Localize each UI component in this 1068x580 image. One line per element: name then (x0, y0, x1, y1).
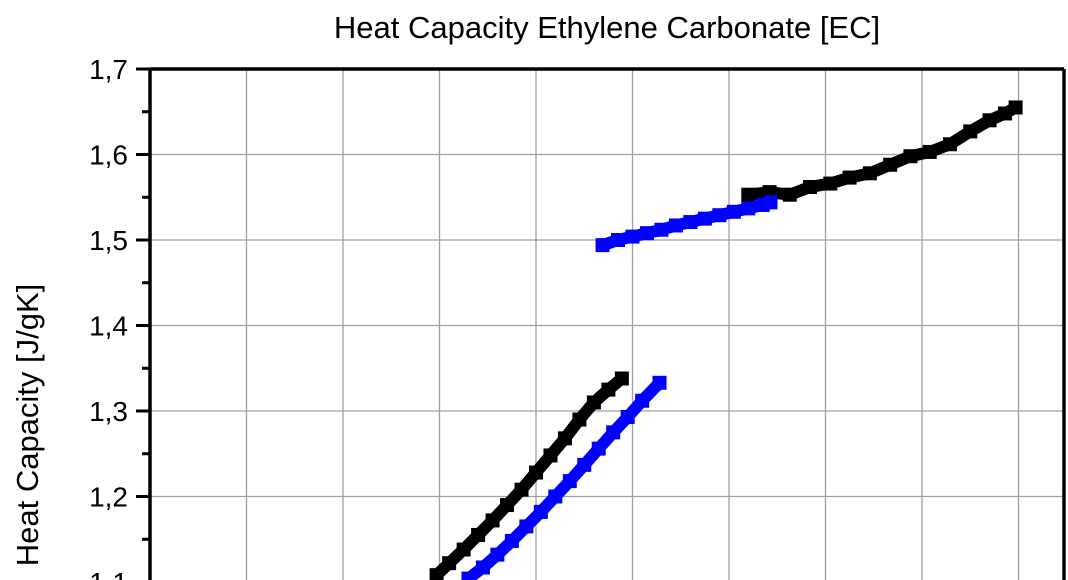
blue-upper-point (611, 233, 626, 247)
blue-upper-point (763, 195, 778, 210)
blue-upper-point (625, 229, 640, 244)
blue-lower-point (591, 441, 606, 456)
black-lower-point (614, 371, 629, 386)
black-lower-point (485, 513, 500, 528)
black-lower-point (601, 382, 616, 397)
blue-lower-point (620, 409, 635, 424)
blue-lower-point (490, 547, 505, 562)
black-upper-point (997, 106, 1012, 121)
y-tick-label: 1,3 (89, 396, 128, 427)
y-tick-label: 1,5 (89, 225, 128, 256)
y-axis-label: Heat Capacity [J/gK] (10, 284, 45, 567)
blue-lower-point (652, 375, 667, 390)
black-lower-point (514, 482, 529, 497)
blue-lower-point (475, 560, 490, 575)
blue-lower-point (548, 489, 563, 504)
black-lower-point (456, 542, 471, 557)
blue-upper-point (654, 222, 669, 237)
black-upper-point (883, 157, 898, 172)
data-series (429, 100, 1023, 580)
blue-upper-point (639, 226, 654, 241)
black-upper-point (963, 124, 978, 139)
blue-lower-point (606, 425, 621, 440)
blue-lower-point (577, 457, 592, 472)
black-lower-point (586, 395, 601, 410)
black-upper-point (782, 187, 797, 202)
blue-lower-point (533, 504, 548, 519)
black-upper-point (842, 170, 857, 185)
black-lower-point (500, 498, 515, 513)
blue-upper-point (697, 211, 712, 226)
blue-lower-point (519, 519, 534, 534)
black-lower-point (529, 465, 543, 480)
black-upper-point (903, 149, 918, 164)
y-tick-labels: 1,1 1,2 1,3 1,4 1,5 1,6 1,7 (89, 54, 128, 580)
blue-lower-point (461, 571, 476, 580)
y-tick-label: 1,6 (89, 140, 128, 171)
blue-upper-point (683, 215, 698, 230)
blue-upper-point (712, 208, 727, 223)
black-upper-point (823, 176, 838, 191)
blue-upper-point (741, 201, 756, 216)
blue-lower-point (504, 533, 519, 548)
black-upper-point (1008, 100, 1023, 115)
black-upper-point (741, 187, 756, 202)
black-upper-point (803, 179, 818, 194)
y-tick-label: 1,1 (89, 567, 128, 580)
black-lower-point (429, 568, 444, 580)
black-lower-point (572, 412, 587, 427)
blue-upper-point (726, 204, 741, 219)
black-lower-point (543, 448, 558, 463)
chart-title: Heat Capacity Ethylene Carbonate [EC] (334, 10, 880, 45)
black-upper-point (982, 113, 997, 128)
black-upper-point (922, 144, 937, 159)
black-upper-point (862, 166, 877, 181)
blue-lower-point (562, 474, 577, 489)
axes (136, 67, 1066, 580)
blue-upper-point (595, 238, 610, 253)
black-upper-line (747, 102, 1019, 201)
blue-lower-point (635, 393, 650, 408)
y-tick-label: 1,7 (89, 54, 128, 85)
blue-upper-point (668, 218, 683, 233)
y-tick-label: 1,4 (89, 311, 128, 342)
black-lower-point (557, 431, 572, 446)
black-lower-point (442, 556, 457, 571)
black-upper-point (942, 137, 957, 152)
y-tick-label: 1,2 (89, 482, 128, 513)
black-lower-point (471, 527, 486, 542)
